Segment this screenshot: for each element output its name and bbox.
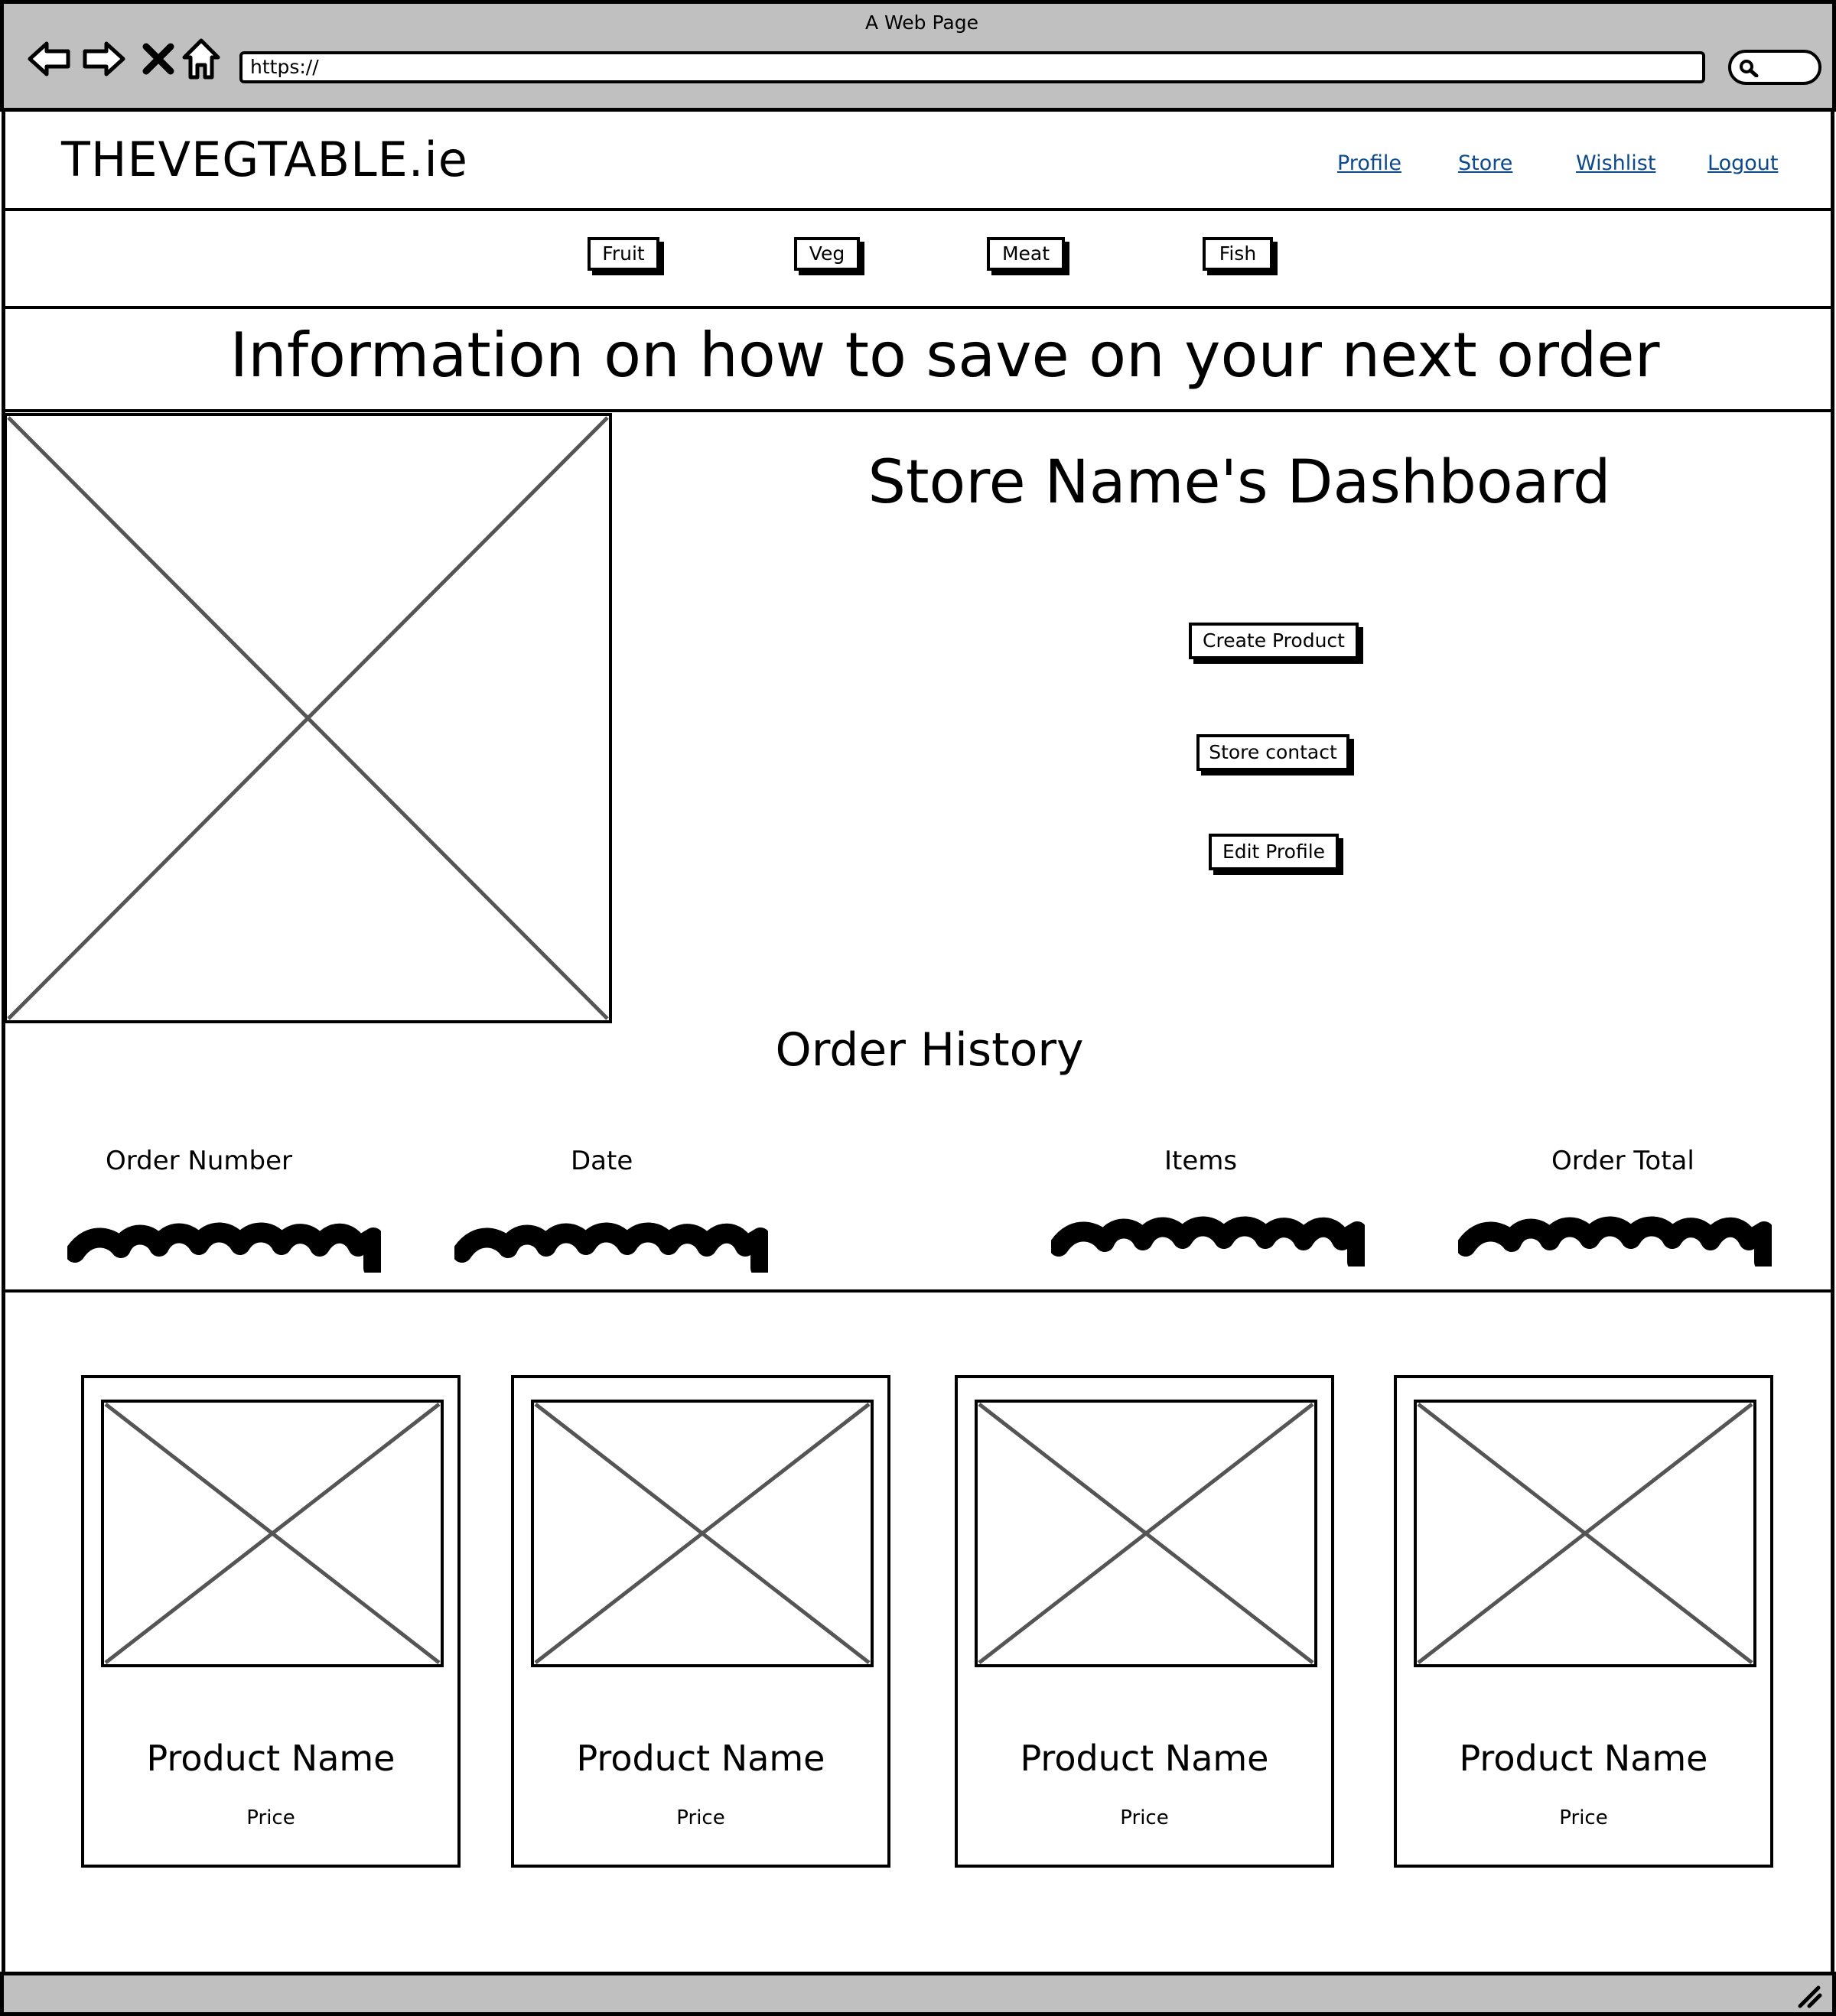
product-image-placeholder [101,1400,444,1667]
category-button-meat[interactable]: Meat [987,237,1065,271]
create-product-button[interactable]: Create Product [1189,623,1359,659]
product-name: Product Name [576,1738,825,1779]
redacted-order-total [1458,1216,1772,1267]
product-price: Price [676,1806,725,1829]
store-image-placeholder [4,413,612,1023]
product-name: Product Name [146,1738,396,1779]
column-header-order-total: Order Total [1551,1146,1694,1176]
nav-link-store[interactable]: Store [1458,151,1513,175]
category-button-fish[interactable]: Fish [1203,237,1273,271]
address-bar[interactable]: https:// [239,51,1705,83]
product-card[interactable]: Product Name Price [511,1375,890,1868]
store-contact-button[interactable]: Store contact [1196,734,1349,771]
site-logo[interactable]: THEVEGTABLE.ie [61,132,468,187]
product-name: Product Name [1459,1738,1708,1779]
product-card[interactable]: Product Name Price [955,1375,1334,1868]
forward-arrow-icon[interactable] [80,36,128,83]
product-price: Price [246,1806,295,1829]
search-icon [1740,60,1759,77]
product-card[interactable]: Product Name Price [1394,1375,1773,1868]
order-history-title: Order History [775,1023,1084,1077]
category-button-fruit[interactable]: Fruit [588,237,659,271]
product-price: Price [1559,1806,1608,1829]
category-button-veg[interactable]: Veg [794,237,860,271]
column-header-date: Date [571,1146,633,1176]
back-arrow-icon[interactable] [25,36,73,83]
nav-link-wishlist[interactable]: Wishlist [1576,151,1656,175]
window-title: A Web Page [864,11,979,34]
product-image-placeholder [1414,1400,1756,1667]
page-viewport [2,112,1834,1975]
status-bar [0,1972,1836,2016]
home-icon[interactable] [180,36,223,83]
resize-grip-icon[interactable] [1795,1983,1823,2009]
header-divider [2,208,1834,211]
nav-link-logout[interactable]: Logout [1707,151,1779,175]
product-image-placeholder [975,1400,1317,1667]
edit-profile-button[interactable]: Edit Profile [1209,834,1339,870]
column-header-order-number: Order Number [106,1146,293,1176]
redacted-order-number [67,1222,381,1273]
dashboard-title: Store Name's Dashboard [868,448,1611,517]
nav-link-profile[interactable]: Profile [1337,151,1401,175]
category-divider [2,306,1834,309]
column-header-items: Items [1164,1146,1238,1176]
banner-divider [2,409,1834,412]
promo-banner: Information on how to save on your next … [230,320,1660,391]
redacted-order-items [1051,1216,1365,1267]
redacted-order-date [454,1222,768,1273]
product-card[interactable]: Product Name Price [81,1375,461,1868]
close-icon[interactable] [138,36,178,83]
browser-toolbar: A Web Page https:// [0,0,1836,112]
product-name: Product Name [1020,1738,1269,1779]
search-field[interactable] [1728,50,1821,85]
product-price: Price [1120,1806,1169,1829]
product-image-placeholder [531,1400,874,1667]
orders-divider [2,1289,1834,1293]
